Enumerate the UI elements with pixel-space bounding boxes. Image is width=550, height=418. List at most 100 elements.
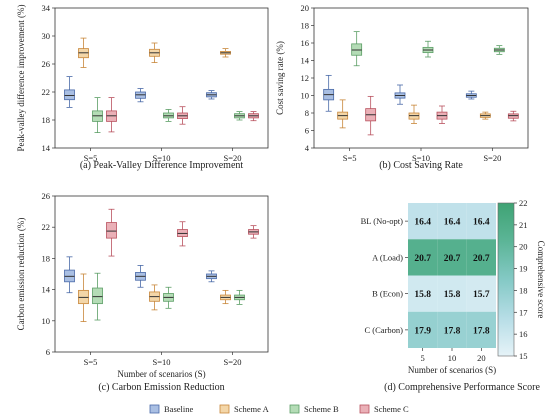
row-label: B (Econ) — [372, 289, 403, 299]
y-tick-label: 18 — [301, 21, 310, 31]
colorbar-tick-label: 16 — [519, 329, 528, 339]
box-scheme-b-s-5 — [92, 97, 103, 134]
legend-label: Scheme B — [304, 404, 339, 414]
x-tick-label: S=20 — [223, 357, 241, 367]
y-tick-label: 22 — [42, 222, 51, 232]
heatmap-cell — [408, 311, 438, 348]
box-scheme-b-s-20 — [234, 111, 245, 121]
box-scheme-a-s-5 — [78, 37, 89, 68]
box-scheme-a-s-20 — [479, 111, 491, 120]
x-tick-label: S=20 — [223, 153, 241, 163]
y-axis-label: Carbon emission reduction (%) — [16, 218, 26, 331]
colorbar-label: Comprehensive score — [536, 241, 546, 319]
y-tick-label: 22 — [42, 87, 51, 97]
box-scheme-b-s-10 — [422, 40, 434, 58]
legend-label: Baseline — [164, 404, 193, 414]
y-tick-label: 8 — [305, 108, 309, 118]
y-tick-label: 26 — [42, 191, 51, 201]
cell-value: 17.9 — [414, 326, 431, 336]
plot-frame — [54, 7, 269, 149]
box-scheme-a-s-5 — [337, 99, 349, 129]
y-tick-label: 20 — [301, 3, 310, 13]
box-iqr — [106, 222, 117, 239]
x-tick-label: S=10 — [412, 153, 430, 163]
panel-d: 16.4 16.4 16.4 BL (No-opt) 20.7 20.7 20.7 A (Lo… — [361, 198, 546, 393]
plot-frame — [313, 7, 529, 149]
y-tick-label: 12 — [301, 73, 310, 83]
y-tick-label: 18 — [42, 253, 51, 263]
box-baseline-s-20 — [465, 90, 477, 100]
y-tick-label: 16 — [301, 38, 310, 48]
row-label: BL (No-opt) — [361, 216, 404, 226]
cell-value: 15.8 — [414, 290, 431, 300]
y-tick-label: 14 — [42, 285, 51, 295]
colorbar-tick-label: 15 — [519, 351, 528, 361]
colorbar-tick-label: 22 — [519, 198, 528, 208]
cell-value: 15.7 — [473, 290, 490, 300]
box-baseline-s-10 — [135, 265, 146, 288]
box-scheme-a-s-20 — [220, 48, 231, 58]
box-scheme-c-s-5 — [106, 208, 117, 257]
box-scheme-b-s-10 — [163, 109, 174, 122]
legend-item-baseline: Baseline — [149, 404, 193, 414]
legend-swatch — [359, 404, 370, 414]
box-baseline-s-5 — [64, 76, 75, 108]
cell-value: 17.8 — [444, 326, 461, 336]
colorbar-tick-label: 18 — [519, 285, 528, 295]
box-scheme-c-s-5 — [106, 97, 117, 133]
y-tick-label: 14 — [42, 143, 51, 153]
box-baseline-s-20 — [206, 90, 217, 100]
col-label: 20 — [477, 353, 486, 363]
box-scheme-b-s-5 — [351, 31, 363, 67]
col-label: 5 — [421, 353, 425, 363]
plot-frame — [54, 195, 269, 353]
legend-item-scheme-b: Scheme B — [289, 404, 339, 414]
box-scheme-a-s-5 — [78, 273, 89, 322]
y-tick-label: 18 — [42, 115, 51, 125]
heatmap-cell — [466, 203, 496, 240]
legend-swatch — [219, 404, 230, 414]
x-tick-label: S=10 — [152, 153, 170, 163]
cell-value: 20.7 — [473, 254, 490, 264]
x-axis-label: Number of scenarios (S) — [117, 369, 205, 379]
heatmap-cell — [466, 239, 496, 276]
box-baseline-s-20 — [206, 270, 217, 283]
box-scheme-c-s-5 — [365, 95, 377, 136]
x-tick-label: S=5 — [343, 153, 357, 163]
box-baseline-s-10 — [135, 88, 146, 103]
panel-b: 4 6 8 10 12 14 16 18 20 S=5 S=10 S=20 Cost saving ra… — [275, 3, 529, 171]
y-tick-label: 30 — [42, 31, 51, 41]
panel-caption: (a) Peak-Valley Difference Improvement — [80, 160, 244, 171]
box-scheme-c-s-20 — [248, 111, 259, 122]
legend: Baseline Scheme A Scheme B Scheme C — [149, 404, 409, 414]
colorbar — [497, 202, 515, 357]
box-iqr — [92, 287, 103, 305]
heatmap-cell — [408, 275, 438, 312]
cell-value: 16.4 — [444, 218, 461, 228]
box-scheme-a-s-10 — [149, 284, 160, 311]
legend-swatch — [289, 404, 300, 414]
y-tick-label: 14 — [301, 56, 310, 66]
panel-caption: (b) Cost Saving Rate — [379, 160, 463, 171]
box-baseline-s-10 — [394, 84, 406, 105]
panel-c: 6 10 14 18 22 26 S=5 S=10 S=20 Carbon emission re… — [16, 191, 269, 393]
colorbar-tick-label: 17 — [519, 307, 528, 317]
y-tick-label: 34 — [42, 3, 51, 13]
box-scheme-a-s-20 — [220, 289, 231, 305]
box-iqr — [64, 89, 75, 101]
y-tick-label: 6 — [305, 126, 309, 136]
y-tick-label: 26 — [42, 59, 51, 69]
x-tick-label: S=20 — [483, 153, 501, 163]
heatmap-cell — [408, 239, 438, 276]
panel-caption: (c) Carbon Emission Reduction — [98, 382, 224, 393]
box-scheme-c-s-20 — [507, 110, 519, 122]
cell-value: 16.4 — [473, 218, 490, 228]
cell-value: 20.7 — [444, 254, 461, 264]
x-axis-label: Number of scenarios (S) — [408, 365, 496, 375]
y-axis-label: Cost saving rate (%) — [275, 41, 285, 115]
legend-item-scheme-a: Scheme A — [219, 404, 270, 414]
cell-value: 16.4 — [414, 218, 431, 228]
y-tick-label: 6 — [46, 347, 50, 357]
row-label: C (Carbon) — [365, 325, 404, 335]
